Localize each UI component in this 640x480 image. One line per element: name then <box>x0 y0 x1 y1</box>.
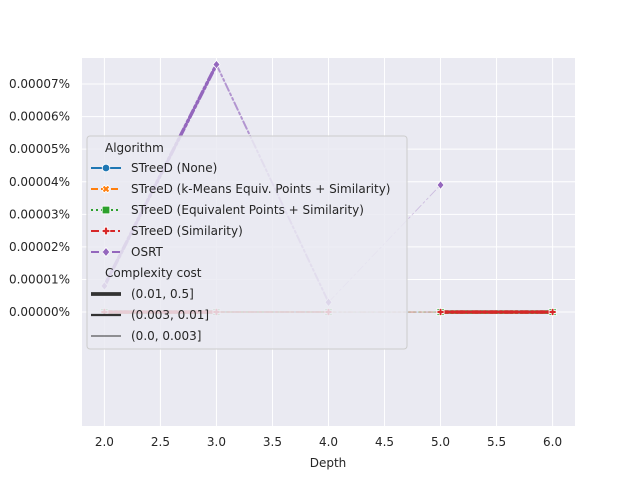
x-tick-label: 6.0 <box>543 435 562 449</box>
x-axis-label: Depth <box>310 456 347 470</box>
legend-box <box>86 135 408 350</box>
legend-series-label: STreeD (k-Means Equiv. Points + Similari… <box>131 182 390 196</box>
legend-series-marker <box>101 246 111 258</box>
legend-series-label: STreeD (None) <box>131 161 217 175</box>
legend-cost-entry: (0.0, 0.003] <box>91 329 201 343</box>
x-tick-label: 2.0 <box>95 435 114 449</box>
y-tick-label: 0.00000% <box>9 305 70 319</box>
legend-series-entry: OSRT <box>91 245 164 259</box>
y-axis-ticks: 0.00000% 0.00001% 0.00002% 0.00003% 0.00004%… <box>9 77 70 319</box>
legend-series-entry: STreeD (Equivalent Points + Similarity) <box>91 203 364 217</box>
y-tick-label: 0.00007% <box>9 77 70 91</box>
legend-title-complexity-cost: Complexity cost <box>105 266 202 280</box>
x-tick-label: 2.5 <box>151 435 170 449</box>
legend-series-label: STreeD (Similarity) <box>131 224 243 238</box>
y-tick-label: 0.00006% <box>9 110 70 124</box>
y-tick-label: 0.00001% <box>9 272 70 286</box>
legend-cost-label: (0.003, 0.01] <box>131 308 209 322</box>
legend: Algorithm STreeD (None) STreeD (k-Means E… <box>86 135 408 350</box>
x-tick-label: 4.5 <box>375 435 394 449</box>
y-tick-label: 0.00004% <box>9 175 70 189</box>
data-point <box>436 308 445 316</box>
legend-series-marker <box>101 205 111 215</box>
x-tick-label: 3.0 <box>207 435 226 449</box>
legend-series-entry: STreeD (None) <box>91 161 217 175</box>
legend-series-entry: STreeD (Similarity) <box>91 224 243 238</box>
legend-cost-entry: (0.003, 0.01] <box>91 308 209 322</box>
y-tick-label: 0.00003% <box>9 207 70 221</box>
x-tick-label: 3.5 <box>263 435 282 449</box>
legend-series-entry: STreeD (k-Means Equiv. Points + Similari… <box>91 182 390 196</box>
y-tick-label: 0.00002% <box>9 240 70 254</box>
x-tick-label: 5.0 <box>431 435 450 449</box>
x-tick-label: 5.5 <box>487 435 506 449</box>
data-point <box>436 180 445 190</box>
y-tick-label: 0.00005% <box>9 142 70 156</box>
data-point <box>548 308 557 316</box>
x-tick-label: 4.0 <box>319 435 338 449</box>
legend-series-entries: STreeD (None) STreeD (k-Means Equiv. Poin… <box>91 161 390 259</box>
legend-cost-entry: (0.01, 0.5] <box>91 287 194 301</box>
legend-series-marker <box>101 163 111 173</box>
legend-title-algorithm: Algorithm <box>105 141 164 155</box>
legend-series-label: STreeD (Equivalent Points + Similarity) <box>131 203 364 217</box>
legend-series-marker <box>101 184 111 194</box>
x-axis-ticks: 2.0 2.5 3.0 3.5 4.0 4.5 5.0 5.5 6.0 <box>95 435 562 449</box>
legend-series-marker <box>101 226 111 236</box>
data-point <box>212 59 221 70</box>
legend-series-label: OSRT <box>131 245 164 259</box>
legend-cost-label: (0.0, 0.003] <box>131 329 201 343</box>
legend-cost-label: (0.01, 0.5] <box>131 287 194 301</box>
